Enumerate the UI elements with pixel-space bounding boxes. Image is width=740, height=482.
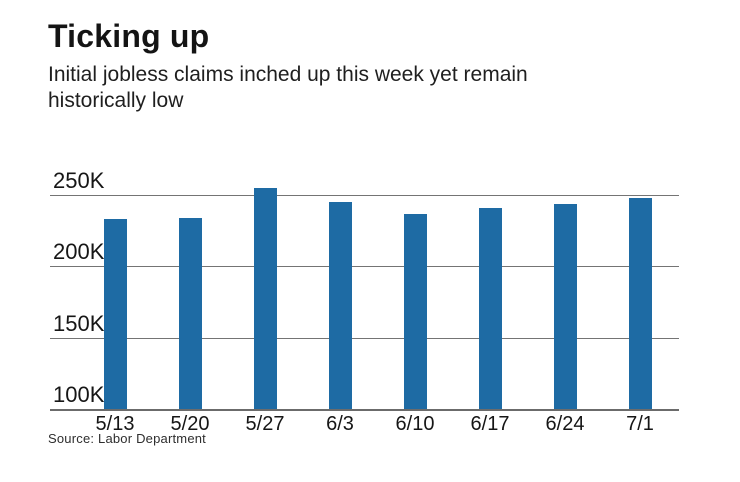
gridline xyxy=(50,337,679,339)
x-tick-label: 6/24 xyxy=(545,413,585,435)
x-tick-label: 6/17 xyxy=(470,413,510,435)
bar xyxy=(253,187,277,411)
x-tick-label: 6/10 xyxy=(395,413,435,435)
chart-subtitle: Initial jobless claims inched up this we… xyxy=(48,62,528,113)
bar xyxy=(178,217,202,411)
x-axis-line xyxy=(50,409,679,411)
chart-subtitle-line-2: historically low xyxy=(48,88,184,112)
x-tick-label: 6/3 xyxy=(326,413,354,435)
chart-subtitle-line-1: Initial jobless claims inched up this we… xyxy=(48,63,528,86)
chart-title: Ticking up xyxy=(48,18,210,54)
bar xyxy=(328,202,352,411)
bar xyxy=(553,203,577,411)
bar xyxy=(478,207,502,411)
y-tick-label: 250K xyxy=(53,168,105,193)
bar xyxy=(103,219,127,411)
y-tick-label: 200K xyxy=(53,239,105,265)
x-tick-label: 7/1 xyxy=(626,413,654,435)
x-tick-label: 5/13 xyxy=(95,413,135,435)
source-note: Source: Labor Department xyxy=(48,431,206,446)
bar xyxy=(403,213,427,411)
x-tick-label: 5/20 xyxy=(170,413,210,435)
y-tick-label: 150K xyxy=(53,310,105,336)
y-tick-label: 100K xyxy=(53,382,105,407)
x-tick-label: 5/27 xyxy=(245,413,285,435)
gridline xyxy=(50,195,679,196)
bar xyxy=(628,197,652,411)
gridline xyxy=(50,266,679,268)
